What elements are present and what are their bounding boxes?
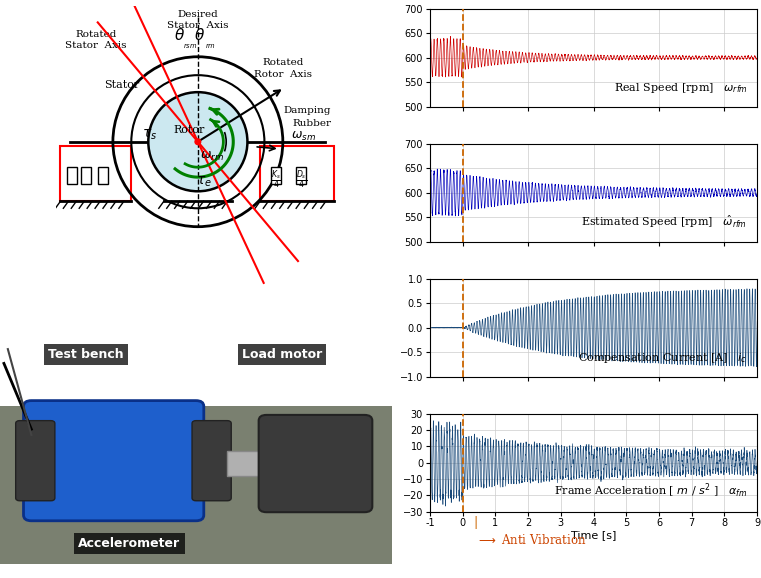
- Text: Estimated Speed [rpm]   $\hat{\omega}_{rfm}$: Estimated Speed [rpm] $\hat{\omega}_{rfm…: [581, 213, 747, 230]
- Text: Real Speed [rpm]   $\omega_{rfm}$: Real Speed [rpm] $\omega_{rfm}$: [613, 81, 747, 95]
- Text: $\theta$: $\theta$: [174, 27, 185, 43]
- Bar: [228, 451, 266, 476]
- Text: Rubber: Rubber: [292, 119, 331, 128]
- Text: Frame Acceleration [ $m$ / $s^2$ ]   $\alpha_{fm}$: Frame Acceleration [ $m$ / $s^2$ ] $\alp…: [554, 481, 747, 500]
- Text: $_{rm}$: $_{rm}$: [205, 40, 216, 51]
- Text: $\omega_{sm}$: $\omega_{sm}$: [291, 130, 317, 143]
- Text: $\tau_s$: $\tau_s$: [142, 128, 158, 142]
- FancyBboxPatch shape: [24, 401, 204, 521]
- Text: $\theta$: $\theta$: [194, 27, 205, 43]
- Text: Damping: Damping: [284, 106, 331, 116]
- Bar: [81, 167, 91, 184]
- Text: Accelerometer: Accelerometer: [78, 537, 180, 550]
- Text: Load motor: Load motor: [242, 349, 323, 361]
- Text: $\tau_e$: $\tau_e$: [196, 174, 212, 188]
- Text: Rotated: Rotated: [262, 58, 304, 67]
- Text: Test bench: Test bench: [49, 349, 124, 361]
- FancyBboxPatch shape: [192, 421, 231, 501]
- Circle shape: [195, 139, 201, 144]
- Text: $\frac{D_s}{4}$: $\frac{D_s}{4}$: [296, 169, 307, 191]
- Bar: [271, 167, 281, 184]
- Bar: [60, 146, 132, 201]
- Text: Rotor: Rotor: [174, 125, 205, 135]
- Text: Rotor  Axis: Rotor Axis: [254, 69, 312, 79]
- Bar: [0, 406, 392, 564]
- Text: $\longrightarrow$ Anti Vibration: $\longrightarrow$ Anti Vibration: [476, 533, 586, 547]
- Text: Desired: Desired: [177, 10, 218, 19]
- Circle shape: [148, 92, 247, 191]
- Text: Rotated: Rotated: [75, 30, 116, 39]
- FancyBboxPatch shape: [259, 415, 372, 512]
- Bar: [296, 167, 306, 184]
- Text: Stator  Axis: Stator Axis: [167, 21, 228, 31]
- X-axis label: Time [s]: Time [s]: [571, 530, 616, 540]
- Text: Compensation Current [A]   $i_c$: Compensation Current [A] $i_c$: [578, 351, 747, 365]
- Text: |: |: [473, 516, 478, 529]
- Text: $\frac{K_s}{4}$: $\frac{K_s}{4}$: [271, 169, 281, 191]
- Text: $_{rsm}$: $_{rsm}$: [183, 40, 198, 51]
- Text: Stator  Axis: Stator Axis: [65, 41, 126, 50]
- FancyBboxPatch shape: [16, 421, 55, 501]
- Text: $\omega_{rm}$: $\omega_{rm}$: [200, 150, 224, 163]
- Bar: [67, 167, 77, 184]
- Bar: [98, 167, 108, 184]
- Text: Stator: Stator: [103, 80, 139, 90]
- Bar: [260, 146, 334, 201]
